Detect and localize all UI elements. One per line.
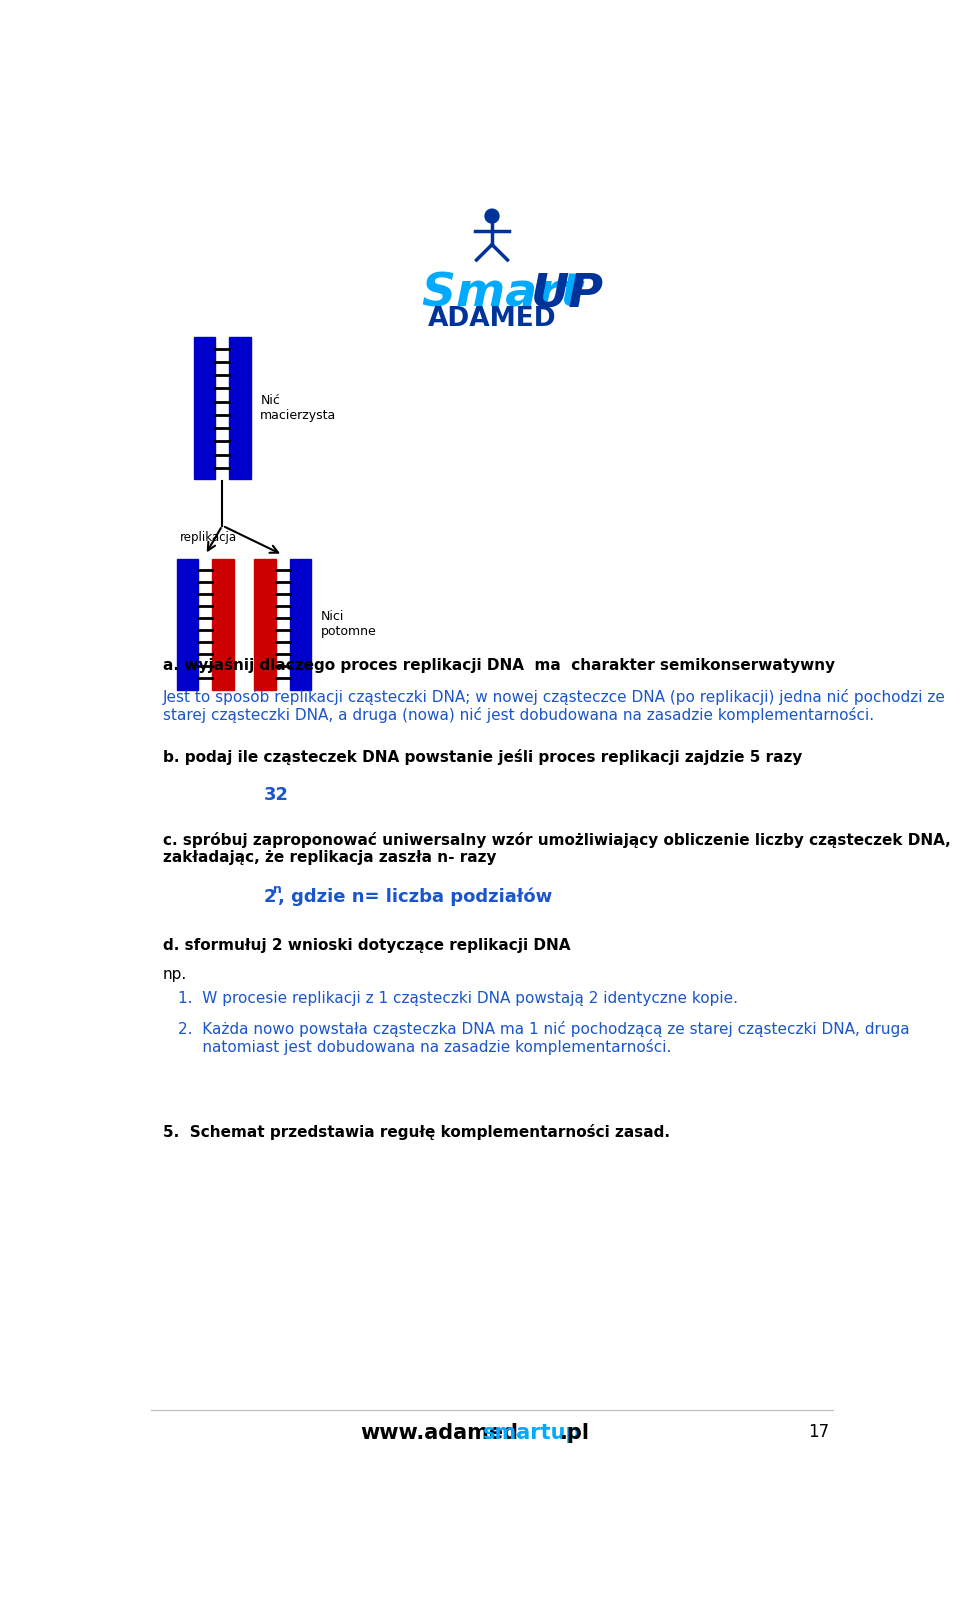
Circle shape xyxy=(485,209,499,224)
Text: Nić
macierzysta: Nić macierzysta xyxy=(260,394,337,421)
Text: 2.  Każda nowo powstała cząsteczka DNA ma 1 nić pochodzącą ze starej cząsteczki : 2. Każda nowo powstała cząsteczka DNA ma… xyxy=(179,1021,910,1037)
Text: , gdzie n= liczba podziałów: , gdzie n= liczba podziałów xyxy=(278,888,552,906)
Text: 2: 2 xyxy=(263,888,276,906)
Text: UP: UP xyxy=(531,272,604,316)
Bar xyxy=(290,559,311,689)
Text: Smart: Smart xyxy=(422,272,600,316)
Bar xyxy=(229,337,251,480)
Text: smartup: smartup xyxy=(483,1423,581,1443)
Text: natomiast jest dobudowana na zasadzie komplementarności.: natomiast jest dobudowana na zasadzie ko… xyxy=(179,1039,671,1055)
Text: 32: 32 xyxy=(263,786,288,804)
Text: Nici
potomne: Nici potomne xyxy=(321,609,376,639)
Text: np.: np. xyxy=(162,966,187,982)
Text: www.adamed: www.adamed xyxy=(360,1423,518,1443)
Text: replikacja: replikacja xyxy=(180,530,237,543)
Text: 5.  Schemat przedstawia regułę komplementarności zasad.: 5. Schemat przedstawia regułę komplement… xyxy=(162,1123,670,1140)
Text: .pl: .pl xyxy=(561,1423,590,1443)
Bar xyxy=(212,559,234,689)
Text: d. sformułuj 2 wnioski dotyczące replikacji DNA: d. sformułuj 2 wnioski dotyczące replika… xyxy=(162,937,570,953)
Text: ADAMED: ADAMED xyxy=(428,306,556,332)
Text: 17: 17 xyxy=(808,1423,829,1441)
Text: n: n xyxy=(273,883,281,896)
Text: b. podaj ile cząsteczek DNA powstanie jeśli proces replikacji zajdzie 5 razy: b. podaj ile cząsteczek DNA powstanie je… xyxy=(162,749,802,765)
Text: c. spróbuj zaproponować uniwersalny wzór umożliwiający obliczenie liczby cząstec: c. spróbuj zaproponować uniwersalny wzór… xyxy=(162,832,950,866)
Text: 1.  W procesie replikacji z 1 cząsteczki DNA powstają 2 identyczne kopie.: 1. W procesie replikacji z 1 cząsteczki … xyxy=(179,992,738,1007)
Bar xyxy=(177,559,199,689)
Bar xyxy=(194,337,215,480)
Text: a. wyjaśnij dlaczego proces replikacji DNA  ma  charakter semikonserwatywny: a. wyjaśnij dlaczego proces replikacji D… xyxy=(162,657,835,673)
Text: Jest to sposób replikacji cząsteczki DNA; w nowej cząsteczce DNA (po replikacji): Jest to sposób replikacji cząsteczki DNA… xyxy=(162,689,946,723)
Bar xyxy=(254,559,276,689)
